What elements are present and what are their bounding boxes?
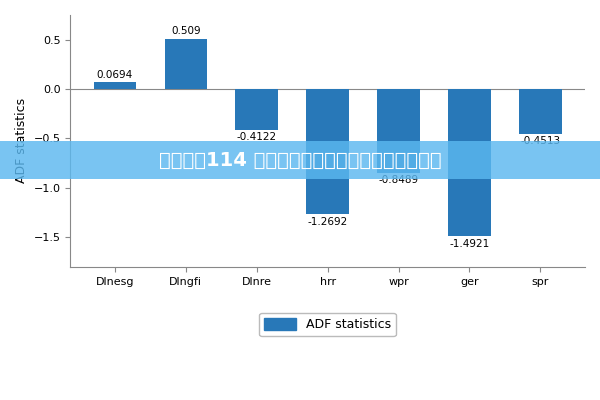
Text: 0.509: 0.509 [171,26,200,36]
Bar [307,89,349,214]
Bar [164,39,207,89]
Legend: ADF statistics: ADF statistics [259,312,396,336]
Text: -0.8489: -0.8489 [379,175,419,185]
Text: -0.4122: -0.4122 [236,132,277,142]
Y-axis label: ADF statistics: ADF statistics [15,98,28,184]
Bar [377,89,420,173]
Bar [519,89,562,134]
Bar [448,89,491,236]
Bar [235,89,278,130]
Text: -0.4513: -0.4513 [520,136,560,146]
Text: -1.4921: -1.4921 [449,239,490,249]
Text: 配资查询114 赢家在线苏州、镇江同城会正式挂牌: 配资查询114 赢家在线苏州、镇江同城会正式挂牌 [158,151,442,170]
Text: 0.0694: 0.0694 [97,70,133,80]
Text: -1.2692: -1.2692 [308,217,348,227]
Bar [94,82,136,89]
